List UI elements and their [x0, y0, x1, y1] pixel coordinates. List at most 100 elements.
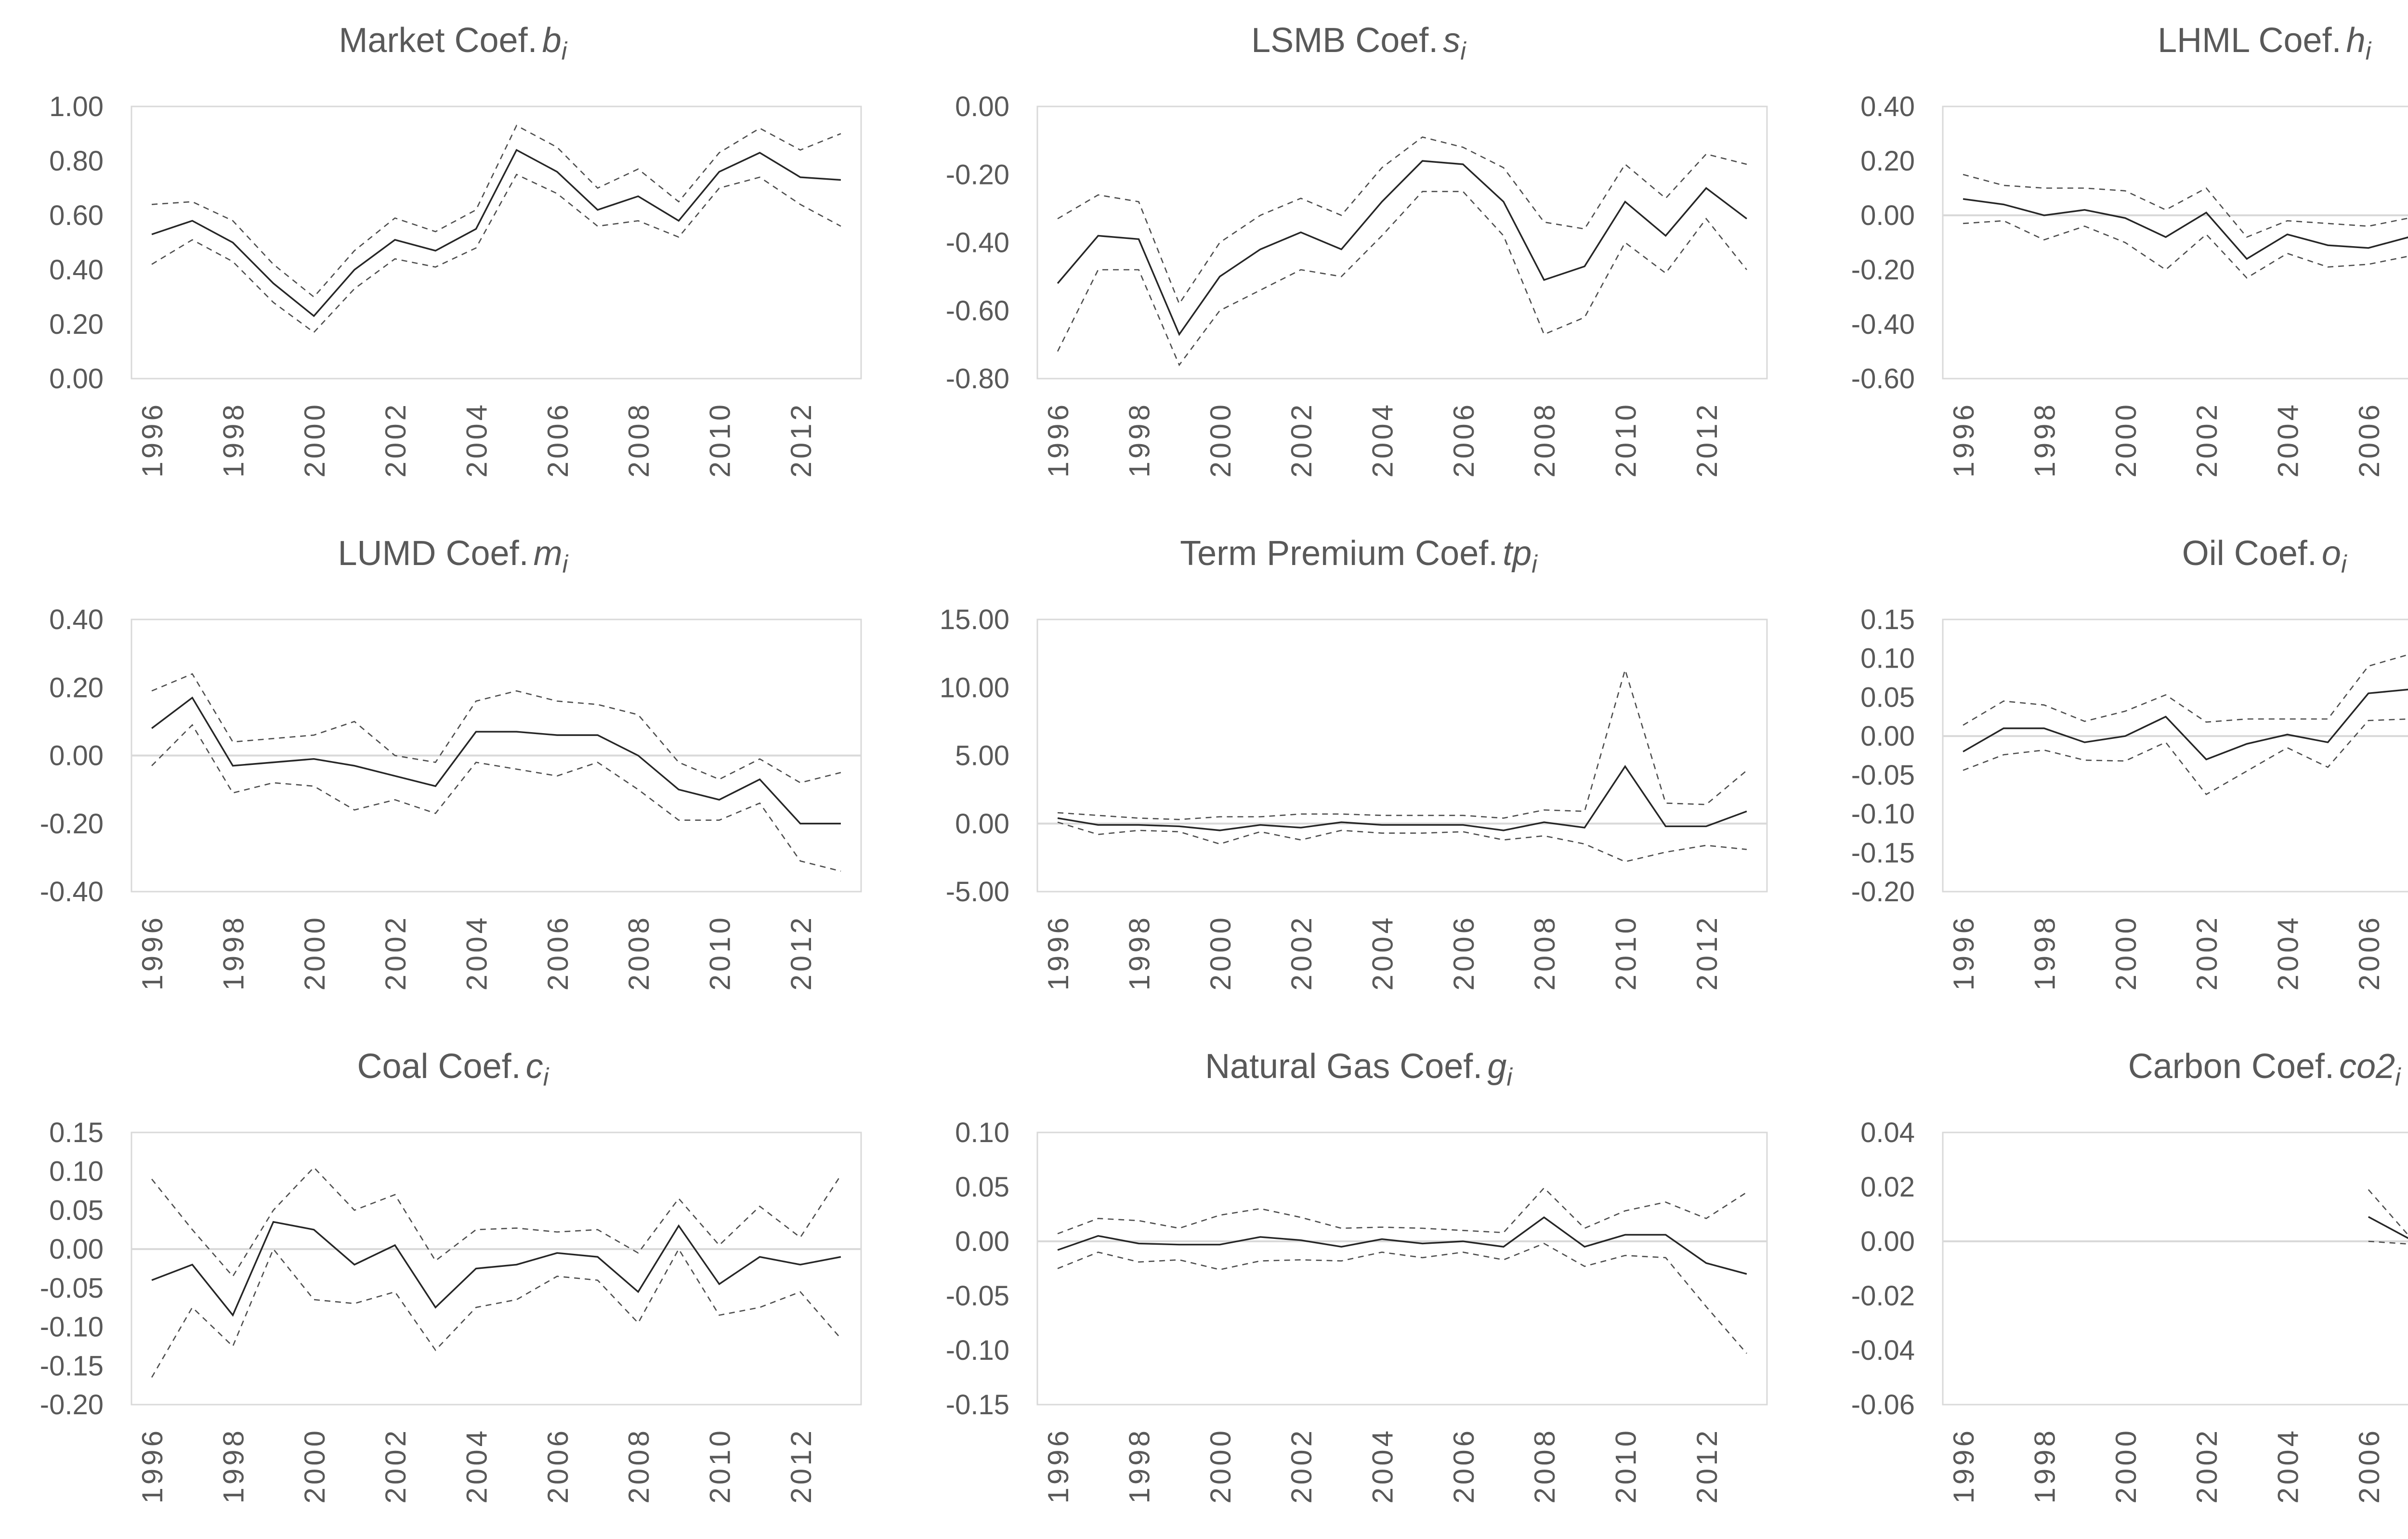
chart-title-symbol: mi: [533, 534, 568, 579]
x-tick-label: 2004: [460, 402, 493, 477]
x-tick-label: 2000: [1204, 915, 1236, 990]
y-tick-label: 0.60: [49, 200, 104, 231]
chart-lsmb-coef: LSMB Coef. si 0.00 -0.20 -0.40 -0.60 -0.80 199…: [906, 0, 1812, 513]
coefficient-estimate-line: [151, 696, 841, 825]
y-tick-label: 0.02: [1860, 1171, 1915, 1203]
chart-title: LSMB Coef. si: [906, 0, 1812, 65]
y-tick-label: 0.15: [49, 1117, 104, 1148]
chart-title-symbol: gi: [1487, 1047, 1512, 1092]
x-tick-label: 2002: [2191, 915, 2223, 990]
plot-border: [1942, 618, 2408, 893]
x-tick-label: 2012: [1690, 402, 1723, 477]
x-tick-label: 1998: [2029, 915, 2061, 990]
chart-coal-coef: Coal Coef. ci 0.15 0.10 0.05 0.00 -0.05 -0.10 -…: [0, 1026, 906, 1539]
coefficient-estimate-line: [151, 149, 841, 317]
y-tick-label: 0.20: [49, 309, 104, 340]
coefficient-estimate-line: [1057, 1216, 1747, 1275]
y-tick-label: 0.00: [1860, 200, 1915, 231]
coefficient-estimate-line: [1057, 160, 1747, 336]
y-tick-label: 0.10: [1860, 643, 1915, 674]
lower-confidence-band-line: [1963, 220, 2408, 279]
chart-canvas-term-premium-coef: 15.00 10.00 5.00 0.00 -5.00 1996 1998 2000 2002 2…: [940, 604, 1768, 990]
x-tick-label: 2008: [1529, 915, 1561, 990]
x-tick-label: 1996: [136, 915, 169, 990]
chart-canvas-coal-coef: 0.15 0.10 0.05 0.00 -0.05 -0.10 -0.15 -0.20 1996…: [40, 1117, 862, 1503]
x-tick-label: 2012: [785, 402, 817, 477]
x-tick-label: 2004: [2272, 402, 2304, 477]
x-tick-label: 2004: [1366, 402, 1399, 477]
chart-title-symbol: bi: [542, 21, 567, 66]
chart-title-symbol: tpi: [1503, 534, 1537, 579]
x-tick-label: 1998: [1123, 1428, 1155, 1503]
x-tick-label: 2000: [1204, 402, 1236, 477]
lower-confidence-band-line: [1057, 1243, 1747, 1354]
y-tick-label: 0.00: [955, 1226, 1009, 1257]
y-tick-label: -0.15: [1851, 837, 1915, 868]
coefficient-estimate-line: [2368, 1216, 2408, 1239]
x-tick-label: 2004: [2272, 915, 2304, 990]
chart-title-symbol: co2i: [2339, 1047, 2401, 1092]
chart-title-text: Coal Coef.: [357, 1047, 521, 1086]
plot-border: [131, 105, 862, 380]
y-tick-label: 0.00: [955, 91, 1009, 122]
y-tick-label: 1.00: [49, 91, 104, 122]
x-tick-label: 2002: [1285, 915, 1318, 990]
y-tick-label: 0.20: [49, 672, 104, 703]
chart-lumd-coef: LUMD Coef. mi 0.40 0.20 0.00 -0.20 -0.40 1996 1…: [0, 513, 906, 1026]
x-tick-label: 1996: [1042, 402, 1074, 477]
y-tick-label: 0.05: [49, 1195, 104, 1226]
x-tick-label: 2008: [1529, 1428, 1561, 1503]
x-tick-label: 2000: [2110, 402, 2142, 477]
y-tick-label: 5.00: [955, 740, 1009, 772]
x-tick-label: 1998: [217, 915, 249, 990]
y-tick-label: 0.00: [1860, 1226, 1915, 1257]
y-tick-label: -0.05: [1851, 760, 1915, 791]
y-tick-label: -0.20: [1851, 876, 1915, 908]
x-tick-label: 2004: [1366, 1428, 1399, 1503]
x-tick-label: 2000: [299, 915, 331, 990]
y-tick-label: 0.20: [1860, 145, 1915, 177]
x-tick-label: 2008: [623, 915, 655, 990]
x-tick-label: 1996: [136, 402, 169, 477]
x-tick-label: 2000: [2110, 1428, 2142, 1503]
chart-title: Coal Coef. ci: [0, 1026, 906, 1091]
y-tick-label: 0.80: [49, 145, 104, 177]
chart-title: LUMD Coef. mi: [0, 513, 906, 579]
chart-oil-coef: Oil Coef. oi 0.15 0.10 0.05 0.00 -0.05 -0.10 -0…: [1811, 513, 2408, 1026]
y-tick-label: 0.00: [49, 1234, 104, 1265]
lower-confidence-band-line: [151, 173, 841, 333]
coefficient-estimate-line: [1963, 688, 2408, 761]
y-tick-label: 0.10: [955, 1117, 1009, 1148]
chart-title-symbol: oi: [2321, 534, 2347, 579]
y-tick-label: 0.40: [49, 604, 104, 635]
x-tick-label: 2012: [1690, 1428, 1723, 1503]
plot-border: [1036, 105, 1768, 380]
x-tick-label: 2002: [1285, 1428, 1318, 1503]
y-tick-label: -0.05: [40, 1273, 104, 1304]
x-tick-label: 2006: [2353, 1428, 2385, 1503]
x-tick-label: 2002: [2191, 1428, 2223, 1503]
x-tick-label: 2010: [704, 915, 736, 990]
y-tick-label: 0.05: [1860, 682, 1915, 713]
y-tick-label: -5.00: [945, 876, 1009, 908]
x-tick-label: 2010: [1610, 402, 1642, 477]
x-tick-label: 1996: [1042, 1428, 1074, 1503]
upper-confidence-band-line: [1963, 173, 2408, 238]
x-tick-label: 2006: [542, 915, 574, 990]
y-tick-label: -0.10: [1851, 799, 1915, 830]
chart-title-text: LSMB Coef.: [1251, 21, 1439, 60]
lower-confidence-band-line: [2368, 1240, 2408, 1245]
y-tick-label: -0.06: [1851, 1389, 1915, 1421]
chart-canvas-lsmb-coef: 0.00 -0.20 -0.40 -0.60 -0.80 1996 1998 2000 2002…: [945, 91, 1768, 477]
x-tick-label: 2006: [2353, 402, 2385, 477]
chart-title: Market Coef. bi: [0, 0, 906, 66]
chart-carbon-coef: Carbon Coef. co2i 0.04 0.02 0.00 -0.02 -0.04 -…: [1811, 1026, 2408, 1539]
upper-confidence-band-line: [2368, 1189, 2408, 1236]
x-tick-label: 2010: [1610, 1428, 1642, 1503]
lower-confidence-band-line: [151, 1248, 841, 1378]
lower-confidence-band-line: [1057, 821, 1747, 863]
plot-border: [131, 1131, 862, 1406]
chart-title-text: Term Premium Coef.: [1180, 534, 1498, 573]
x-tick-label: 2008: [623, 402, 655, 477]
y-tick-label: 0.00: [955, 808, 1009, 840]
